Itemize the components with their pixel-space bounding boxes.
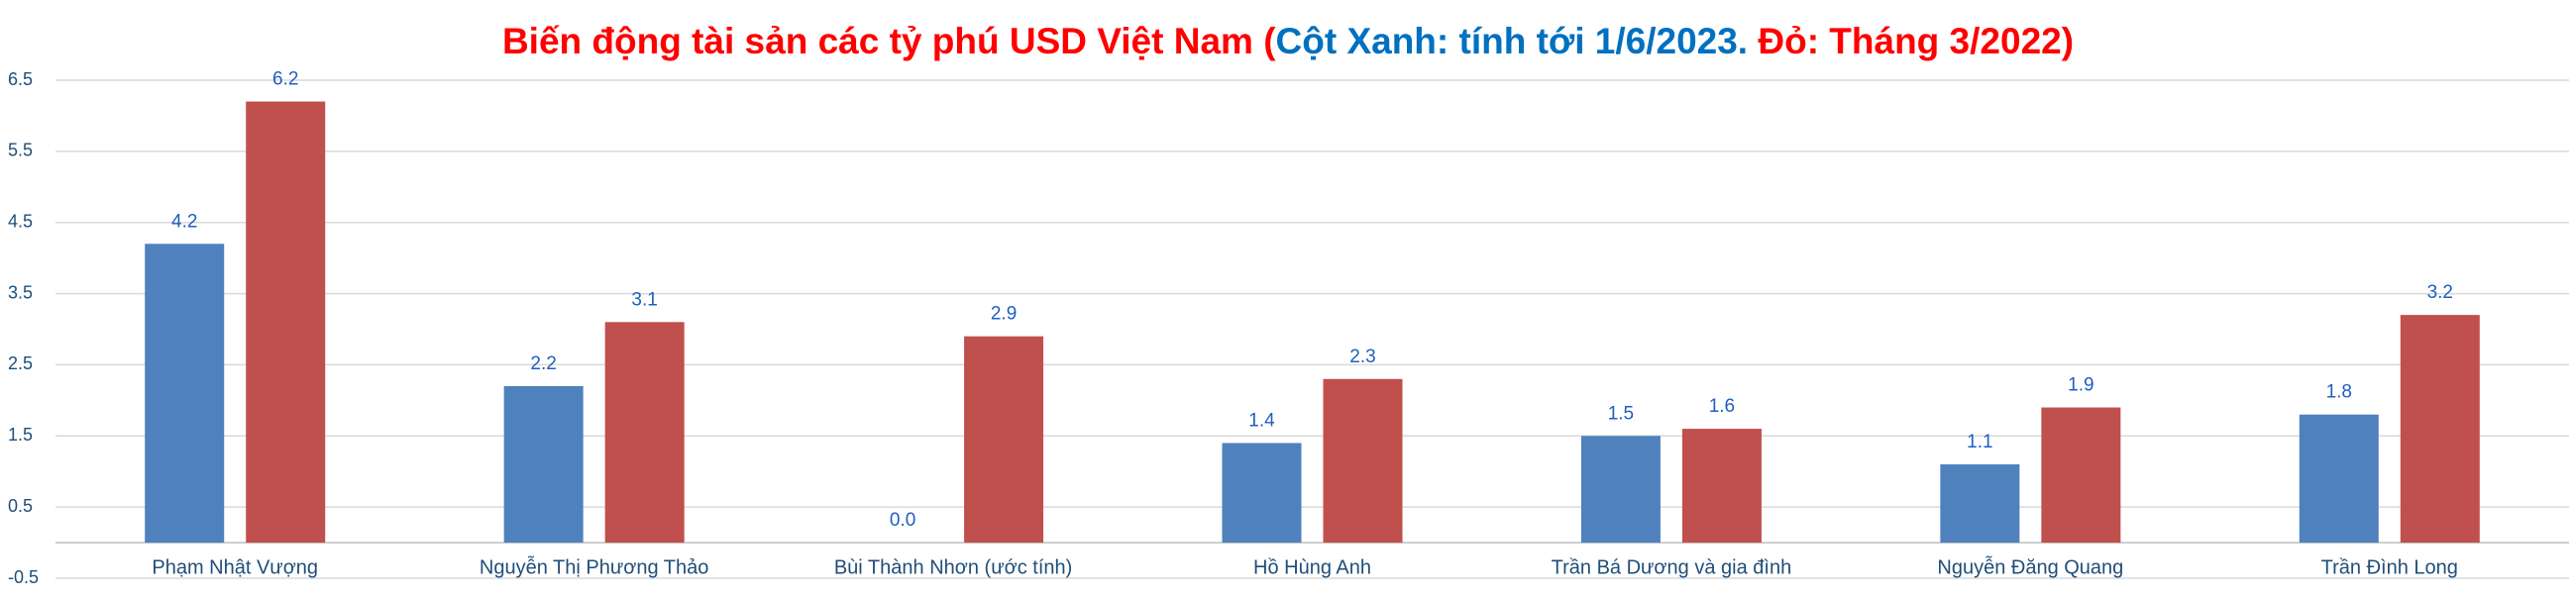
y-tick-label: 4.5	[8, 211, 33, 231]
data-label: 3.1	[631, 289, 657, 310]
title-part: Cột Xanh: tính tới 1/6/2023.	[1276, 21, 1749, 61]
x-tick-label: Trần Đình Long	[2321, 556, 2458, 578]
y-tick-label: 2.5	[8, 353, 33, 373]
y-tick-label: 3.5	[8, 282, 33, 302]
x-tick-label: Bùi Thành Nhơn (ước tính)	[834, 556, 1072, 578]
bar	[604, 322, 685, 544]
bar	[1681, 429, 1762, 544]
data-label: 1.4	[1248, 410, 1275, 431]
x-tick-label: Nguyễn Thị Phương Thảo	[480, 555, 708, 578]
bar	[2400, 315, 2480, 544]
bar	[964, 336, 1044, 544]
bar	[1940, 464, 2020, 544]
y-tick-label: 1.5	[8, 425, 33, 445]
bar	[1222, 443, 1302, 544]
x-tick-label: Nguyễn Đăng Quang	[1937, 555, 2123, 578]
x-tick-label: Trần Bá Dương và gia đình	[1552, 556, 1792, 578]
x-tick-label: Hồ Hùng Anh	[1253, 556, 1371, 578]
bar	[503, 385, 584, 544]
data-label: 2.3	[1349, 347, 1375, 367]
x-tick-label: Phạm Nhật Vượng	[152, 556, 318, 578]
data-label: 1.9	[2068, 375, 2093, 396]
y-tick-label: 0.5	[8, 496, 33, 516]
data-label: 1.1	[1967, 432, 1992, 452]
data-label: 1.6	[1709, 396, 1735, 417]
y-tick-label: -0.5	[8, 567, 39, 587]
data-label: 6.2	[272, 69, 298, 90]
data-label: 2.9	[991, 304, 1017, 325]
data-label: 4.2	[171, 211, 197, 232]
chart-title: Biến động tài sản các tỷ phú USD Việt Na…	[502, 21, 2074, 61]
bar	[1580, 436, 1661, 544]
title-part: Biến động tài sản các tỷ phú USD Việt Na…	[502, 21, 1276, 61]
data-label: 0.0	[890, 510, 915, 531]
bar	[2041, 407, 2121, 544]
bar	[1323, 378, 1403, 544]
data-label: 3.2	[2427, 282, 2453, 303]
data-label: 1.8	[2326, 382, 2352, 403]
data-label: 1.5	[1608, 403, 1634, 424]
bar	[246, 101, 326, 544]
y-tick-label: 5.5	[8, 141, 33, 160]
bar	[2299, 414, 2379, 544]
y-tick-label: 6.5	[8, 69, 33, 89]
bar	[145, 244, 225, 544]
data-label: 2.2	[530, 353, 556, 374]
title-part: Đỏ: Tháng 3/2022)	[1748, 21, 2074, 61]
